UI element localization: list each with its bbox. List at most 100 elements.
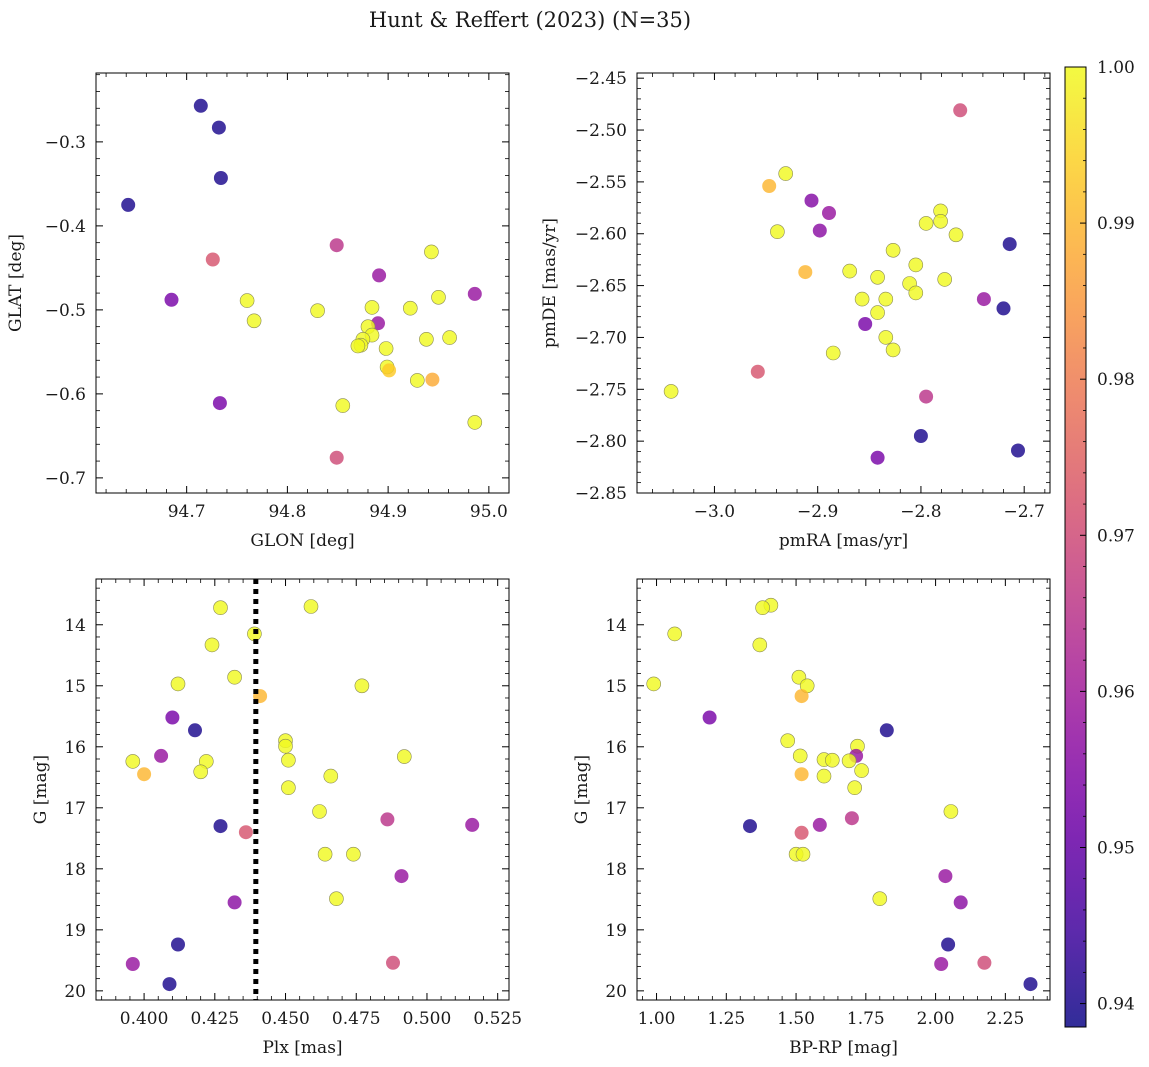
scatter-point bbox=[762, 179, 777, 193]
colorbar-tick-label: 1.00 bbox=[1097, 58, 1135, 78]
scatter-point bbox=[323, 768, 339, 784]
y-tick-label: 14 bbox=[64, 616, 86, 636]
scatter-point bbox=[977, 955, 992, 970]
scatter-point bbox=[213, 819, 228, 834]
scatter-point bbox=[841, 753, 857, 769]
y-tick-label: −2.45 bbox=[575, 69, 627, 89]
scatter-point bbox=[798, 265, 813, 280]
scatter-point bbox=[329, 891, 344, 907]
scatter-point bbox=[467, 415, 483, 430]
scatter-point bbox=[121, 197, 136, 212]
scatter-point bbox=[885, 243, 901, 258]
scatter-point bbox=[878, 291, 894, 307]
x-tick-label: 2.25 bbox=[986, 1009, 1024, 1029]
points bbox=[121, 98, 483, 465]
y-tick-label: 17 bbox=[64, 799, 86, 819]
scatter-point bbox=[702, 710, 717, 725]
y-axis-label: G [mag] bbox=[572, 755, 592, 824]
colorbar-tick-label: 0.94 bbox=[1097, 995, 1135, 1015]
scatter-point bbox=[364, 300, 380, 315]
y-tick-label: −2.85 bbox=[575, 484, 627, 504]
x-tick-label: −2.9 bbox=[797, 502, 838, 522]
x-tick-label: 1.75 bbox=[847, 1009, 885, 1029]
colorbar-tick-label: 0.98 bbox=[1097, 370, 1135, 390]
scatter-point bbox=[812, 817, 827, 832]
panel-pm: −3.0 −2.9 −2.8 −2.7 −2.45 −2.50 −2.55 −2.60 −2.6… bbox=[540, 69, 1051, 551]
scatter-point bbox=[795, 846, 811, 862]
x-tick-label: 0.475 bbox=[332, 1009, 381, 1029]
points bbox=[646, 597, 1038, 992]
x-axis-label: BP-RP [mag] bbox=[789, 1038, 898, 1058]
scatter-point bbox=[976, 292, 991, 307]
scatter-point bbox=[908, 285, 924, 301]
scatter-point bbox=[885, 342, 901, 358]
x-tick-label: 0.450 bbox=[261, 1009, 310, 1029]
y-tick-label: 15 bbox=[64, 677, 86, 697]
scatter-point bbox=[442, 330, 457, 345]
x-tick-label: 0.500 bbox=[403, 1009, 452, 1029]
x-tick-label: 0.425 bbox=[190, 1009, 239, 1029]
x-tick-label: 1.50 bbox=[777, 1009, 815, 1029]
y-tick-label: −2.70 bbox=[575, 328, 627, 348]
scatter-point bbox=[780, 733, 796, 749]
y-tick-label: 15 bbox=[605, 677, 627, 697]
scatter-point bbox=[938, 869, 953, 884]
y-axis-label: pmDE [mas/yr] bbox=[540, 218, 560, 348]
scatter-point bbox=[879, 723, 894, 738]
y-tick-label: −2.55 bbox=[575, 173, 627, 193]
x-tick-label: 0.400 bbox=[120, 1009, 169, 1029]
y-tick-label: 16 bbox=[64, 738, 86, 758]
colorbar-tick-label: 0.99 bbox=[1097, 214, 1135, 234]
scatter-point bbox=[943, 804, 959, 819]
y-tick-label: 18 bbox=[64, 860, 86, 880]
y-tick-label: −2.65 bbox=[575, 277, 627, 297]
scatter-point bbox=[842, 263, 858, 279]
scatter-point bbox=[941, 937, 956, 952]
colorbar-tick-label: 0.97 bbox=[1097, 526, 1135, 546]
scatter-point bbox=[281, 752, 296, 768]
x-tick-label: 0.525 bbox=[473, 1009, 522, 1029]
x-axis-label: Plx [mas] bbox=[262, 1038, 342, 1058]
y-tick-label: −2.80 bbox=[575, 432, 627, 452]
y-tick-label: −0.7 bbox=[45, 469, 86, 489]
scatter-point bbox=[238, 825, 253, 840]
scatter-point bbox=[933, 214, 948, 229]
scatter-point bbox=[794, 767, 809, 782]
x-tick-label: 2.00 bbox=[917, 1009, 955, 1029]
x-tick-label: −2.7 bbox=[1004, 502, 1045, 522]
scatter-point bbox=[858, 317, 873, 331]
scatter-point bbox=[246, 313, 262, 329]
scatter-point bbox=[281, 780, 296, 796]
scatter-point bbox=[822, 206, 836, 220]
scatter-point bbox=[310, 303, 325, 319]
scatter-point bbox=[380, 812, 395, 827]
panel-cmd: 1.00 1.25 1.50 1.75 2.00 2.25 14 15 16 17 18 19 20 BP… bbox=[572, 578, 1051, 1058]
y-tick-label: −0.5 bbox=[45, 301, 86, 321]
scatter-point bbox=[750, 364, 765, 379]
scatter-point bbox=[278, 738, 293, 754]
scatter-point bbox=[213, 171, 228, 185]
scatter-point bbox=[162, 977, 177, 992]
axes-frame bbox=[636, 72, 1051, 494]
y-tick-label: −0.3 bbox=[45, 133, 86, 153]
scatter-point bbox=[239, 293, 255, 308]
scatter-point bbox=[329, 238, 344, 253]
scatter-point bbox=[937, 272, 953, 287]
scatter-point bbox=[137, 767, 152, 782]
scatter-point bbox=[409, 373, 425, 388]
y-tick-label: 17 bbox=[605, 799, 627, 819]
y-tick-label: −2.50 bbox=[575, 121, 627, 141]
scatter-point bbox=[467, 286, 482, 301]
y-tick-label: 19 bbox=[605, 921, 627, 941]
scatter-point bbox=[646, 676, 662, 692]
scatter-point bbox=[667, 626, 683, 642]
scatter-point bbox=[794, 825, 809, 840]
scatter-point bbox=[792, 748, 808, 764]
x-axis-label: GLON [deg] bbox=[250, 531, 354, 551]
scatter-point bbox=[770, 224, 785, 239]
scatter-point bbox=[812, 223, 827, 238]
y-tick-label: 20 bbox=[64, 982, 86, 1002]
scatter-point bbox=[227, 669, 242, 685]
scatter-point bbox=[372, 268, 387, 283]
